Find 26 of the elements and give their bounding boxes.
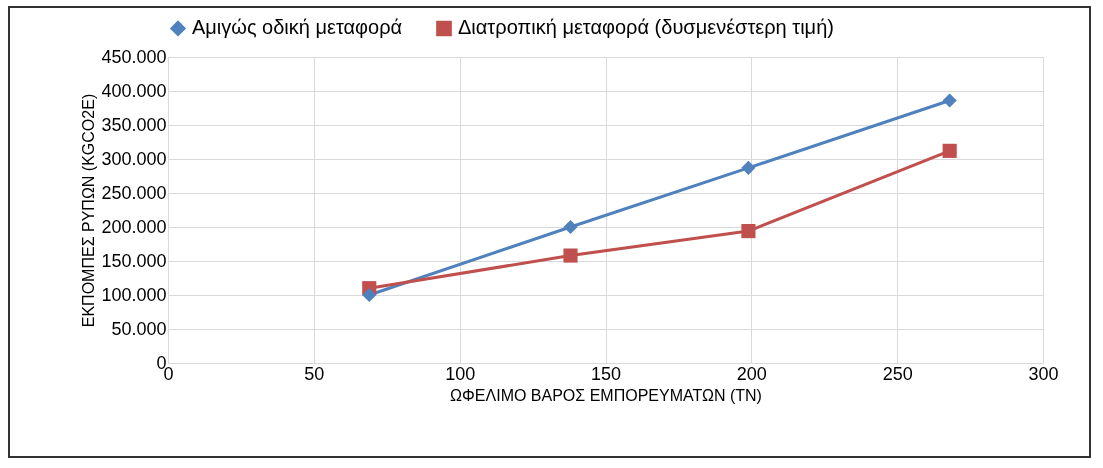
legend-label: Διατροπική μεταφορά (δυσμενέστερη τιμή): [458, 16, 834, 39]
x-tick-label: 300: [1028, 363, 1059, 384]
y-tick-label: 350.000: [101, 114, 167, 135]
y-tick-label: 450.000: [101, 46, 167, 67]
point: [741, 224, 756, 239]
y-tick-label: 100.000: [101, 284, 167, 305]
y-tick-label: 200.000: [101, 216, 167, 237]
y-tick-label: 150.000: [101, 250, 167, 271]
point: [942, 93, 957, 108]
x-tick-label: 150: [590, 363, 622, 384]
x-axis-title: ΩΦΕΛΙΜΟ ΒΑΡΟΣ ΕΜΠΟΡΕΥΜΑΤΩΝ (ΤΝ): [450, 386, 762, 404]
point: [563, 248, 578, 263]
y-axis-title: ΕΚΠΟΜΠΕΣ ΡΥΠΩΝ (KGCO2E): [80, 93, 98, 328]
point: [563, 219, 578, 235]
x-tick-label: 250: [882, 363, 913, 384]
x-tick-label: 100: [445, 363, 476, 384]
x-tick-label: 200: [736, 363, 767, 384]
y-tick-label: 250.000: [101, 182, 167, 203]
y-tick-label: 50.000: [111, 318, 167, 339]
y-tick-label: 300.000: [101, 148, 167, 169]
y-tick-label: 400.000: [101, 80, 167, 101]
point: [942, 143, 957, 158]
point: [741, 160, 756, 175]
x-tick-label: 50: [304, 363, 325, 384]
point: [362, 287, 377, 303]
legend-label: Αμιγώς οδική μεταφορά: [192, 16, 403, 39]
